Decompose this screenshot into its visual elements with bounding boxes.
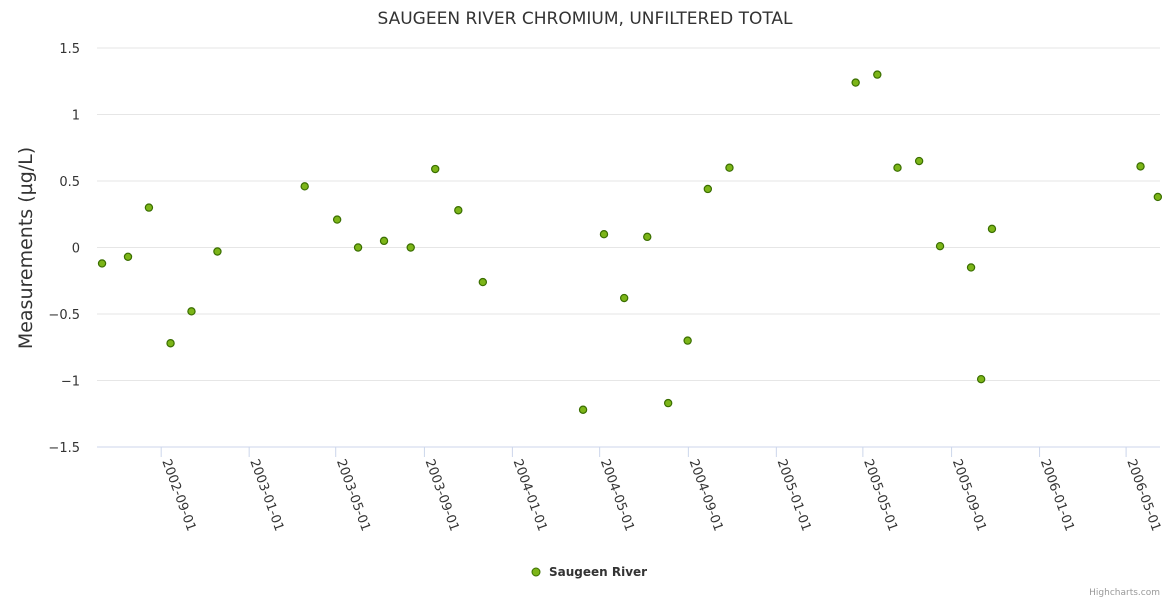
y-gridlines — [97, 47, 1160, 381]
data-point[interactable] — [332, 215, 342, 224]
y-tick-label: 1.5 — [59, 42, 80, 57]
data-point[interactable] — [431, 164, 440, 174]
data-point[interactable] — [703, 184, 713, 194]
y-tick-label: 0 — [72, 242, 80, 257]
data-points — [97, 70, 1163, 414]
data-point[interactable] — [379, 236, 389, 246]
data-point[interactable] — [353, 243, 363, 252]
data-point[interactable] — [851, 78, 860, 87]
data-point[interactable] — [478, 277, 488, 287]
data-point[interactable] — [144, 203, 154, 212]
data-point[interactable] — [599, 229, 609, 239]
data-point[interactable] — [123, 252, 133, 262]
data-point[interactable] — [987, 224, 997, 234]
data-point[interactable] — [578, 405, 588, 414]
data-point[interactable] — [935, 241, 945, 251]
data-point[interactable] — [966, 263, 976, 272]
y-tick-label: 1 — [72, 109, 80, 124]
legend-label: Saugeen River — [549, 565, 647, 579]
data-point[interactable] — [406, 243, 415, 252]
data-point[interactable] — [619, 293, 629, 303]
data-point[interactable] — [166, 339, 175, 348]
data-point[interactable] — [914, 156, 924, 166]
data-point[interactable] — [213, 247, 222, 256]
legend-marker — [531, 567, 541, 577]
data-point[interactable] — [683, 336, 692, 345]
y-tick-label: 0.5 — [59, 175, 80, 190]
data-point[interactable] — [1153, 192, 1163, 202]
y-tick-label: −0.5 — [48, 308, 80, 323]
y-tick-label: −1 — [61, 375, 80, 390]
data-point[interactable] — [725, 163, 734, 172]
data-point[interactable] — [643, 232, 652, 242]
data-point[interactable] — [1136, 162, 1145, 171]
y-axis-label: Measurements (µg/L) — [15, 147, 37, 349]
data-point[interactable] — [97, 259, 107, 268]
data-point[interactable] — [300, 182, 309, 191]
y-tick-labels: 1.5 1 0.5 0 −0.5 −1 −1.5 — [48, 42, 80, 456]
data-point[interactable] — [454, 206, 463, 215]
data-point[interactable] — [187, 307, 196, 316]
y-tick-label: −1.5 — [48, 441, 80, 456]
x-tick-marks — [160, 447, 1127, 457]
chart-title: SAUGEEN RIVER CHROMIUM, UNFILTERED TOTAL — [378, 9, 794, 29]
legend-item-saugeen-river[interactable]: Saugeen River — [531, 565, 647, 579]
credits-link[interactable]: Highcharts.com — [1089, 588, 1160, 598]
data-point[interactable] — [663, 398, 673, 408]
data-point[interactable] — [893, 163, 902, 172]
data-point[interactable] — [976, 374, 986, 384]
data-point[interactable] — [873, 70, 882, 79]
